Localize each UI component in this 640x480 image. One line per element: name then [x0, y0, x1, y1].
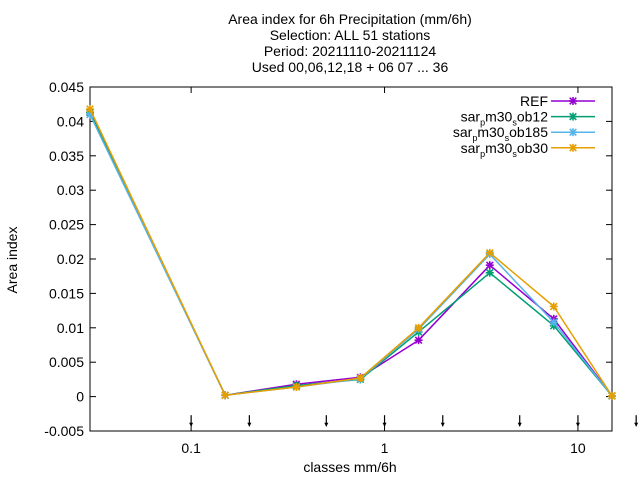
legend-label: sarpm30sob30 — [461, 140, 549, 159]
y-tick-label: -0.005 — [44, 423, 84, 439]
y-tick-label: 0.035 — [49, 148, 84, 164]
x-tick-label: 0.1 — [181, 440, 201, 456]
y-tick-label: 0.01 — [57, 320, 84, 336]
class-marker-arrow — [634, 422, 639, 427]
y-tick-label: 0.04 — [57, 113, 84, 129]
class-marker-arrow — [517, 422, 522, 427]
x-axis-label: classes mm/6h — [303, 459, 396, 475]
x-tick-label: 1 — [381, 440, 389, 456]
y-tick-label: 0.025 — [49, 217, 84, 233]
y-tick-label: 0.005 — [49, 354, 84, 370]
y-tick-label: 0.02 — [57, 251, 84, 267]
x-tick-label: 10 — [570, 440, 586, 456]
class-marker-arrow — [382, 422, 387, 427]
y-tick-label: 0 — [76, 389, 84, 405]
y-axis-label: Area index — [4, 227, 20, 294]
class-marker-arrow — [247, 422, 252, 427]
class-marker-arrow — [324, 422, 329, 427]
chart-title: Area index for 6h Precipitation (mm/6h) … — [228, 11, 472, 75]
legend-label: REF — [520, 93, 548, 109]
axes: 0.045 0.04 0.035 0.03 0.025 0.02 0.015 0.01 0.00… — [44, 79, 639, 456]
y-tick-label: 0.03 — [57, 182, 84, 198]
y-tick-label: 0.015 — [49, 285, 84, 301]
series-line — [89, 108, 613, 397]
title-line: Selection: ALL 51 stations — [270, 27, 431, 43]
class-marker-arrow — [575, 422, 580, 427]
legend-label: sarpm30sob185 — [453, 124, 548, 143]
legend-label: sarpm30sob12 — [461, 109, 549, 128]
series-line — [89, 114, 613, 397]
class-marker-arrow — [189, 422, 194, 427]
y-tick-label: 0.045 — [49, 79, 84, 95]
title-line: Period: 20211110-20211124 — [264, 43, 437, 59]
series-lines — [86, 105, 616, 400]
class-marker-arrow — [440, 422, 445, 427]
title-line: Area index for 6h Precipitation (mm/6h) — [228, 11, 472, 27]
title-line: Used 00,06,12,18 + 06 07 ... 36 — [252, 59, 449, 75]
